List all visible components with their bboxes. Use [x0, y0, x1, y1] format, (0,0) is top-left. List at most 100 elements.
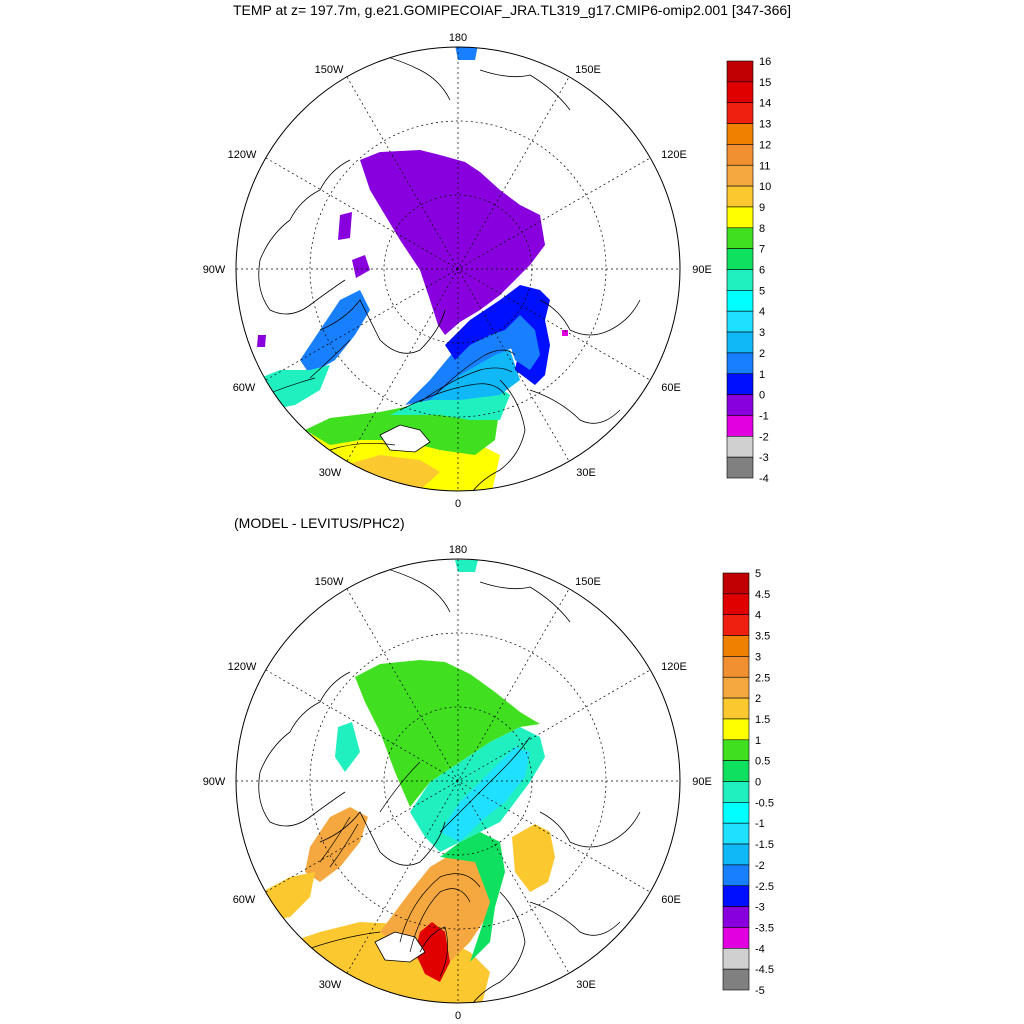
temperature-field — [255, 47, 641, 491]
colorbar-swatch — [726, 164, 754, 187]
colorbar-swatch — [722, 614, 750, 636]
colorbar-tick-label: 13 — [759, 119, 771, 131]
field-caa — [335, 722, 360, 772]
lon-label-30w: 30W — [319, 467, 342, 479]
colorbar-tick-label: 3 — [759, 327, 765, 339]
colorbar-tick-label: -3 — [759, 452, 769, 464]
colorbar-tick-label: 9 — [759, 202, 765, 214]
lon-label-180: 180 — [449, 32, 467, 44]
colorbar-swatch — [726, 248, 754, 270]
colorbar-swatch — [726, 331, 754, 354]
colorbar-tick-label: -0.5 — [755, 797, 774, 809]
lon-label-0: 0 — [455, 498, 461, 510]
map-boundary — [235, 46, 681, 492]
lon-label-90e: 90E — [692, 776, 712, 788]
field-kara — [512, 824, 555, 892]
lon-label-90w: 90W — [203, 776, 226, 788]
colorbar-swatch — [722, 739, 750, 761]
field-nordic-hot — [415, 922, 450, 982]
colorbar-tick-label: -1 — [755, 818, 765, 830]
difference-panel-title: (MODEL - LEVITUS/PHC2) — [234, 515, 405, 531]
colorbar-tick-label: -1 — [759, 410, 769, 422]
colorbar-tick-label: -5 — [755, 985, 765, 997]
colorbar-tick-label: 4 — [755, 610, 761, 622]
colorbar-tick-label: -4 — [755, 943, 765, 955]
graticule — [236, 559, 680, 1003]
colorbar-tick-label: 0.5 — [755, 756, 770, 768]
map-title: TEMP at z= 197.7m, g.e21.GOMIPECOIAF_JRA… — [232, 2, 792, 18]
colorbar-swatch — [726, 81, 754, 103]
colorbar-tick-label: -1.5 — [755, 839, 774, 851]
colorbar-tick-label: 2 — [759, 348, 765, 360]
lon-label-30e: 30E — [576, 467, 596, 479]
colorbar-swatch — [726, 394, 754, 416]
colorbar-swatch — [722, 718, 750, 741]
colorbar-tick-label: 5 — [755, 568, 761, 580]
colorbar-tick-label: 0 — [759, 390, 765, 402]
lon-label-90w: 90W — [203, 264, 226, 276]
lon-label-150e: 150E — [575, 64, 601, 76]
colorbar-swatch — [726, 456, 754, 479]
colorbar-swatch — [722, 676, 750, 699]
field-barents — [440, 832, 505, 962]
colorbar-swatch — [726, 310, 754, 333]
colorbar-tick-label: 15 — [759, 77, 771, 89]
field-siberian-shelf — [440, 747, 530, 842]
colorbar-swatch — [722, 906, 750, 928]
colorbar-swatch — [722, 635, 750, 657]
difference-map-panel: 180 150W 150E 120W 120E 90W 90E 60W 60E … — [203, 544, 774, 1022]
colorbar-tick-label: -3.5 — [755, 922, 774, 934]
coastlines — [258, 566, 641, 1003]
coastlines — [258, 54, 641, 491]
colorbar-swatch — [722, 572, 750, 595]
field-caa-patch-2 — [352, 255, 370, 278]
colorbar-tick-label: 4.5 — [755, 589, 770, 601]
colorbar-swatch — [722, 885, 750, 907]
lon-label-60w: 60W — [233, 382, 256, 394]
colorbar-tick-label: -3 — [755, 902, 765, 914]
colorbar-tick-label: -4 — [759, 473, 769, 485]
colorbar-tick-label: 1 — [759, 369, 765, 381]
lon-label-30e: 30E — [576, 979, 596, 991]
lon-label-150e: 150E — [575, 576, 601, 588]
lon-label-120w: 120W — [228, 661, 257, 673]
colorbar-swatch — [722, 697, 750, 720]
colorbar-tick-label: 5 — [759, 285, 765, 297]
colorbar-swatch — [722, 968, 750, 991]
colorbar-tick-label: 12 — [759, 139, 771, 151]
land-iceland — [379, 424, 431, 453]
field-caa-patch-3 — [257, 335, 266, 347]
lon-label-60w: 60W — [233, 894, 256, 906]
lon-label-60e: 60E — [661, 382, 681, 394]
colorbar-swatch — [726, 227, 754, 249]
field-baffin — [305, 807, 368, 882]
colorbar-swatch — [722, 927, 750, 949]
colorbar-swatch — [726, 415, 754, 437]
colorbar-tick-label: 3.5 — [755, 631, 770, 643]
lon-label-180: 180 — [449, 544, 467, 556]
lon-label-120w: 120W — [228, 149, 257, 161]
colorbar-swatch — [722, 843, 750, 866]
colorbar-tick-label: 7 — [759, 244, 765, 256]
colorbar-tick-label: -2 — [759, 431, 769, 443]
colorbar-swatch — [722, 656, 750, 678]
field-barents-inner — [505, 315, 540, 370]
colorbar-tick-label: 2.5 — [755, 672, 770, 684]
colorbar-swatch — [726, 435, 754, 458]
colorbar-tick-label: 8 — [759, 223, 765, 235]
colorbar-tick-label: 10 — [759, 181, 771, 193]
land-iceland — [374, 931, 426, 963]
field-bering-patch — [455, 47, 478, 60]
colorbar-bottom: 5 4.5 4 3.5 3 2.5 2 1.5 1 0.5 0 -0.5 -1 -1.5 -2 -2.5 -3 -… — [722, 568, 774, 997]
colorbar-tick-label: 0 — [755, 777, 761, 789]
colorbar-swatch — [722, 781, 750, 803]
field-caa-patch-1 — [338, 212, 352, 240]
lon-label-120e: 120E — [661, 149, 687, 161]
field-fram-inflow — [405, 320, 520, 405]
field-arctic-basin — [360, 150, 545, 335]
colorbar-swatch — [726, 206, 754, 229]
field-bering-patch — [455, 560, 478, 572]
colorbar-tick-label: 16 — [759, 56, 771, 68]
colorbar-swatch — [726, 144, 754, 166]
